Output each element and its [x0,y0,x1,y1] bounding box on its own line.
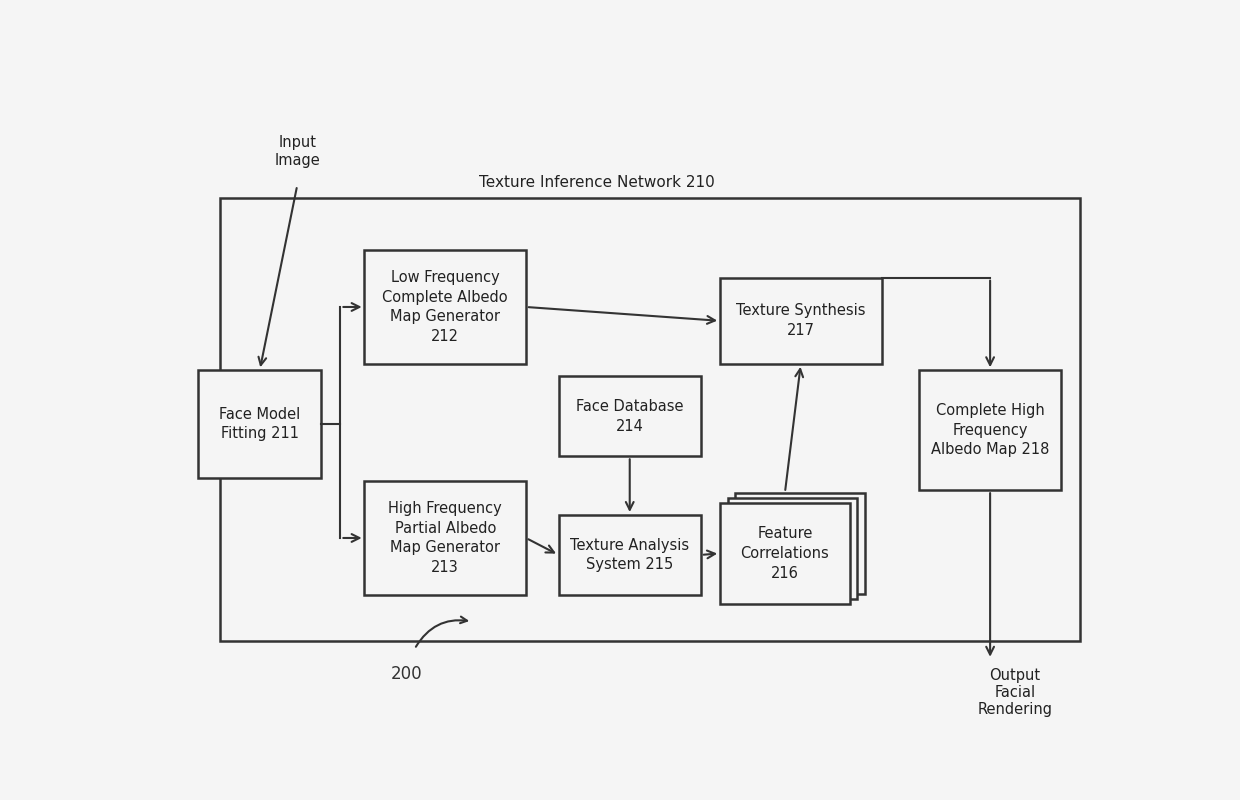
Text: Input
Image: Input Image [274,135,320,168]
Bar [728,498,858,599]
Bar [365,481,526,595]
Text: Texture Inference Network 210: Texture Inference Network 210 [479,175,715,190]
Bar [365,250,526,364]
Text: Low Frequency
Complete Albedo
Map Generator
212: Low Frequency Complete Albedo Map Genera… [382,270,508,344]
Text: Texture Analysis
System 215: Texture Analysis System 215 [570,538,689,572]
Text: High Frequency
Partial Albedo
Map Generator
213: High Frequency Partial Albedo Map Genera… [388,501,502,575]
Text: Complete High
Frequency
Albedo Map 218: Complete High Frequency Albedo Map 218 [931,403,1049,458]
Text: Output
Facial
Rendering: Output Facial Rendering [977,668,1053,718]
Text: Texture Synthesis
217: Texture Synthesis 217 [737,303,866,338]
Bar [720,502,849,604]
Bar [221,198,1080,641]
Bar [735,493,866,594]
Bar [558,515,701,595]
Bar [558,376,701,456]
Text: 200: 200 [391,665,422,683]
Text: Face Model
Fitting 211: Face Model Fitting 211 [219,406,300,442]
Bar [919,370,1061,490]
Text: Face Database
214: Face Database 214 [577,399,683,434]
Bar [720,278,882,364]
Text: Feature
Correlations
216: Feature Correlations 216 [740,526,830,581]
FancyArrowPatch shape [415,617,467,646]
Bar [198,370,321,478]
